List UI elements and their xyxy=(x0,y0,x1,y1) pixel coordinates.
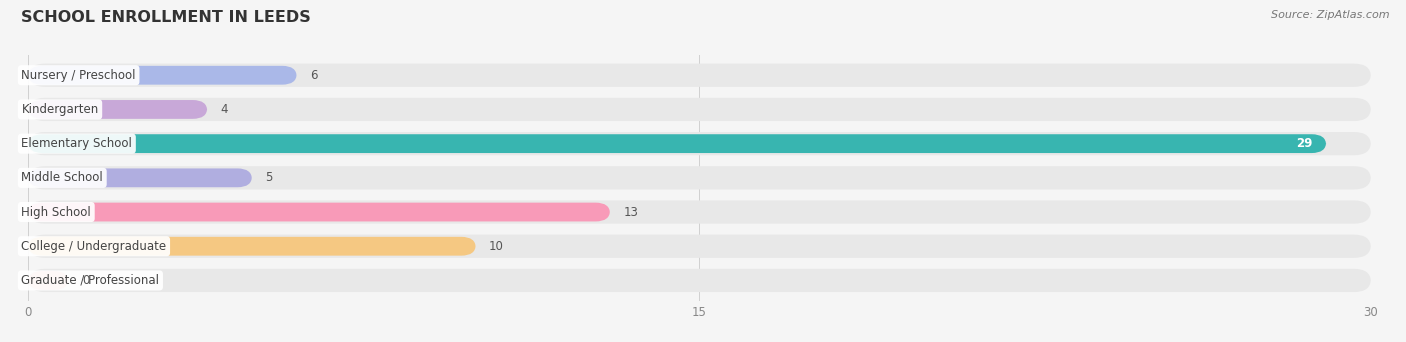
Text: Elementary School: Elementary School xyxy=(21,137,132,150)
Text: Graduate / Professional: Graduate / Professional xyxy=(21,274,159,287)
Text: SCHOOL ENROLLMENT IN LEEDS: SCHOOL ENROLLMENT IN LEEDS xyxy=(21,10,311,25)
Text: Middle School: Middle School xyxy=(21,171,103,184)
FancyBboxPatch shape xyxy=(28,271,69,290)
FancyBboxPatch shape xyxy=(28,132,1371,155)
FancyBboxPatch shape xyxy=(28,64,1371,87)
FancyBboxPatch shape xyxy=(28,66,297,84)
Text: 4: 4 xyxy=(221,103,228,116)
Text: 6: 6 xyxy=(311,69,318,82)
FancyBboxPatch shape xyxy=(28,237,475,255)
Text: College / Undergraduate: College / Undergraduate xyxy=(21,240,166,253)
Text: High School: High School xyxy=(21,206,91,219)
Text: Source: ZipAtlas.com: Source: ZipAtlas.com xyxy=(1271,10,1389,20)
Text: 29: 29 xyxy=(1296,137,1313,150)
FancyBboxPatch shape xyxy=(28,200,1371,224)
FancyBboxPatch shape xyxy=(28,235,1371,258)
Text: Kindergarten: Kindergarten xyxy=(21,103,98,116)
Text: Nursery / Preschool: Nursery / Preschool xyxy=(21,69,136,82)
Text: 0: 0 xyxy=(82,274,89,287)
FancyBboxPatch shape xyxy=(28,98,1371,121)
FancyBboxPatch shape xyxy=(28,269,1371,292)
FancyBboxPatch shape xyxy=(28,134,1326,153)
Text: 5: 5 xyxy=(266,171,273,184)
Text: 13: 13 xyxy=(623,206,638,219)
FancyBboxPatch shape xyxy=(28,169,252,187)
FancyBboxPatch shape xyxy=(28,100,207,119)
FancyBboxPatch shape xyxy=(28,166,1371,189)
Text: 10: 10 xyxy=(489,240,503,253)
FancyBboxPatch shape xyxy=(28,202,610,222)
